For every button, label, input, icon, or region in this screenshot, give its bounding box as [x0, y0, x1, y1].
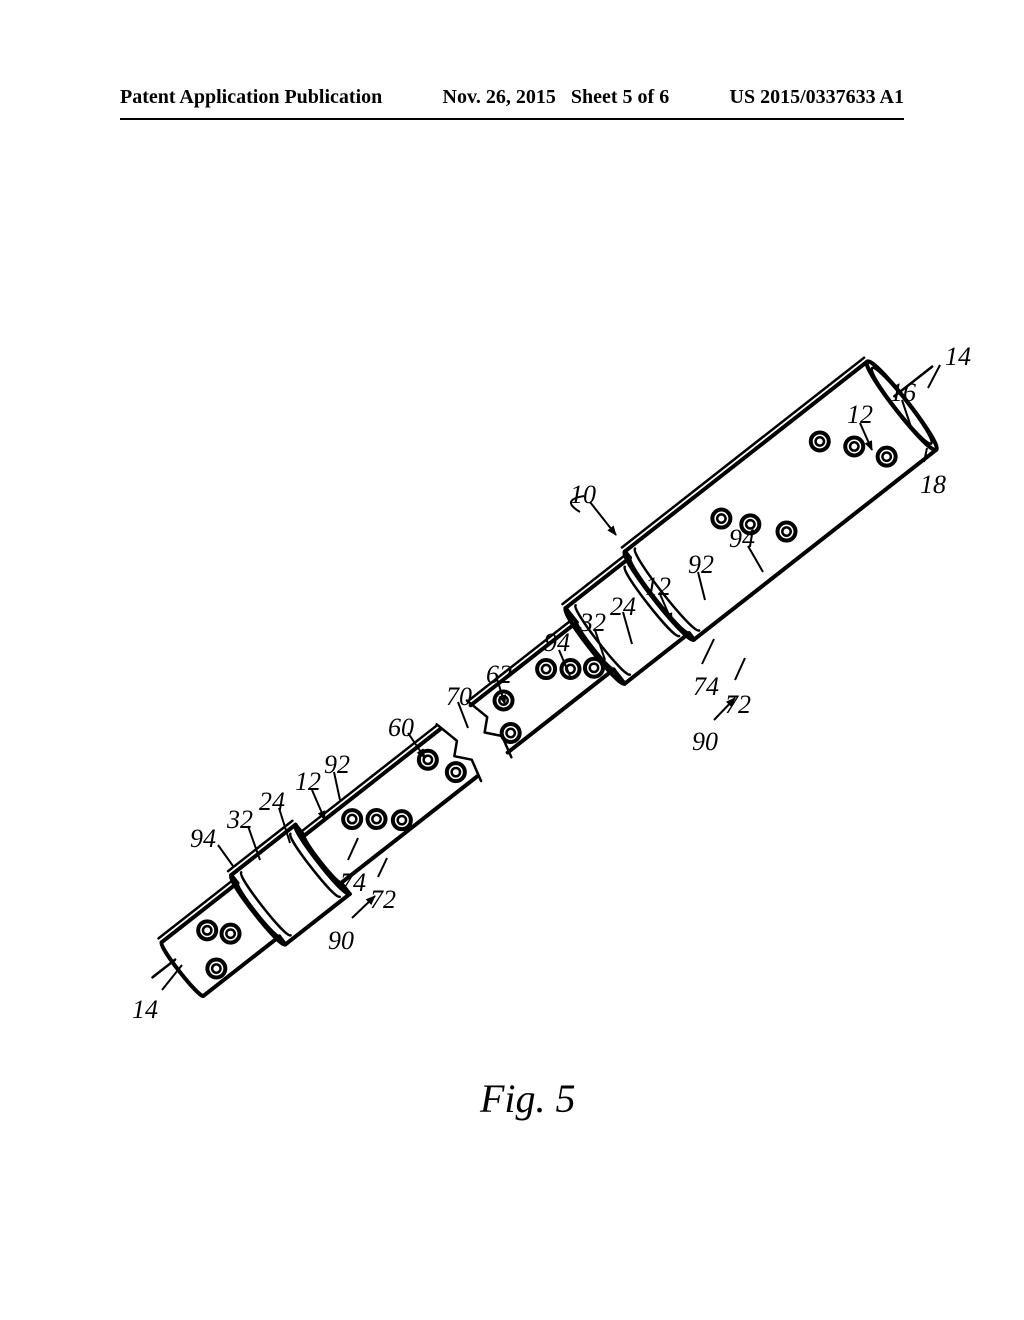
figure-label: Fig. 5	[480, 1075, 576, 1122]
callout-62: 62	[486, 660, 512, 690]
callout-94: 94	[190, 824, 216, 854]
callout-14: 14	[132, 995, 158, 1025]
figure-5: 1494322412927472906070629432241292747290…	[70, 160, 950, 1160]
callout-60: 60	[388, 713, 414, 743]
header-rule	[120, 118, 904, 120]
header-sheet: Sheet 5 of 6	[571, 86, 669, 108]
callout-92: 92	[688, 550, 714, 580]
callout-24: 24	[259, 787, 285, 817]
callout-32: 32	[580, 608, 606, 638]
header-center: Nov. 26, 2015 Sheet 5 of 6	[443, 86, 670, 109]
callout-10: 10	[570, 480, 596, 510]
patent-page: Patent Application Publication Nov. 26, …	[0, 0, 1024, 1320]
header-date: Nov. 26, 2015	[443, 86, 556, 108]
callout-14: 14	[945, 342, 971, 372]
callout-92: 92	[324, 750, 350, 780]
callout-72: 72	[725, 690, 751, 720]
callout-12: 12	[847, 400, 873, 430]
header-right: US 2015/0337633 A1	[730, 86, 904, 109]
callout-90: 90	[692, 727, 718, 757]
callout-16: 16	[890, 378, 916, 408]
callout-94: 94	[729, 524, 755, 554]
page-header: Patent Application Publication Nov. 26, …	[0, 86, 1024, 109]
callout-70: 70	[446, 682, 472, 712]
callout-12: 12	[645, 572, 671, 602]
header-left: Patent Application Publication	[120, 86, 382, 109]
callout-18: 18	[920, 470, 946, 500]
callout-32: 32	[227, 805, 253, 835]
technical-drawing	[152, 358, 936, 996]
callout-94: 94	[544, 628, 570, 658]
callout-72: 72	[370, 885, 396, 915]
callout-74: 74	[340, 868, 366, 898]
callout-24: 24	[610, 592, 636, 622]
callout-74: 74	[693, 672, 719, 702]
callout-12: 12	[295, 767, 321, 797]
callout-90: 90	[328, 926, 354, 956]
